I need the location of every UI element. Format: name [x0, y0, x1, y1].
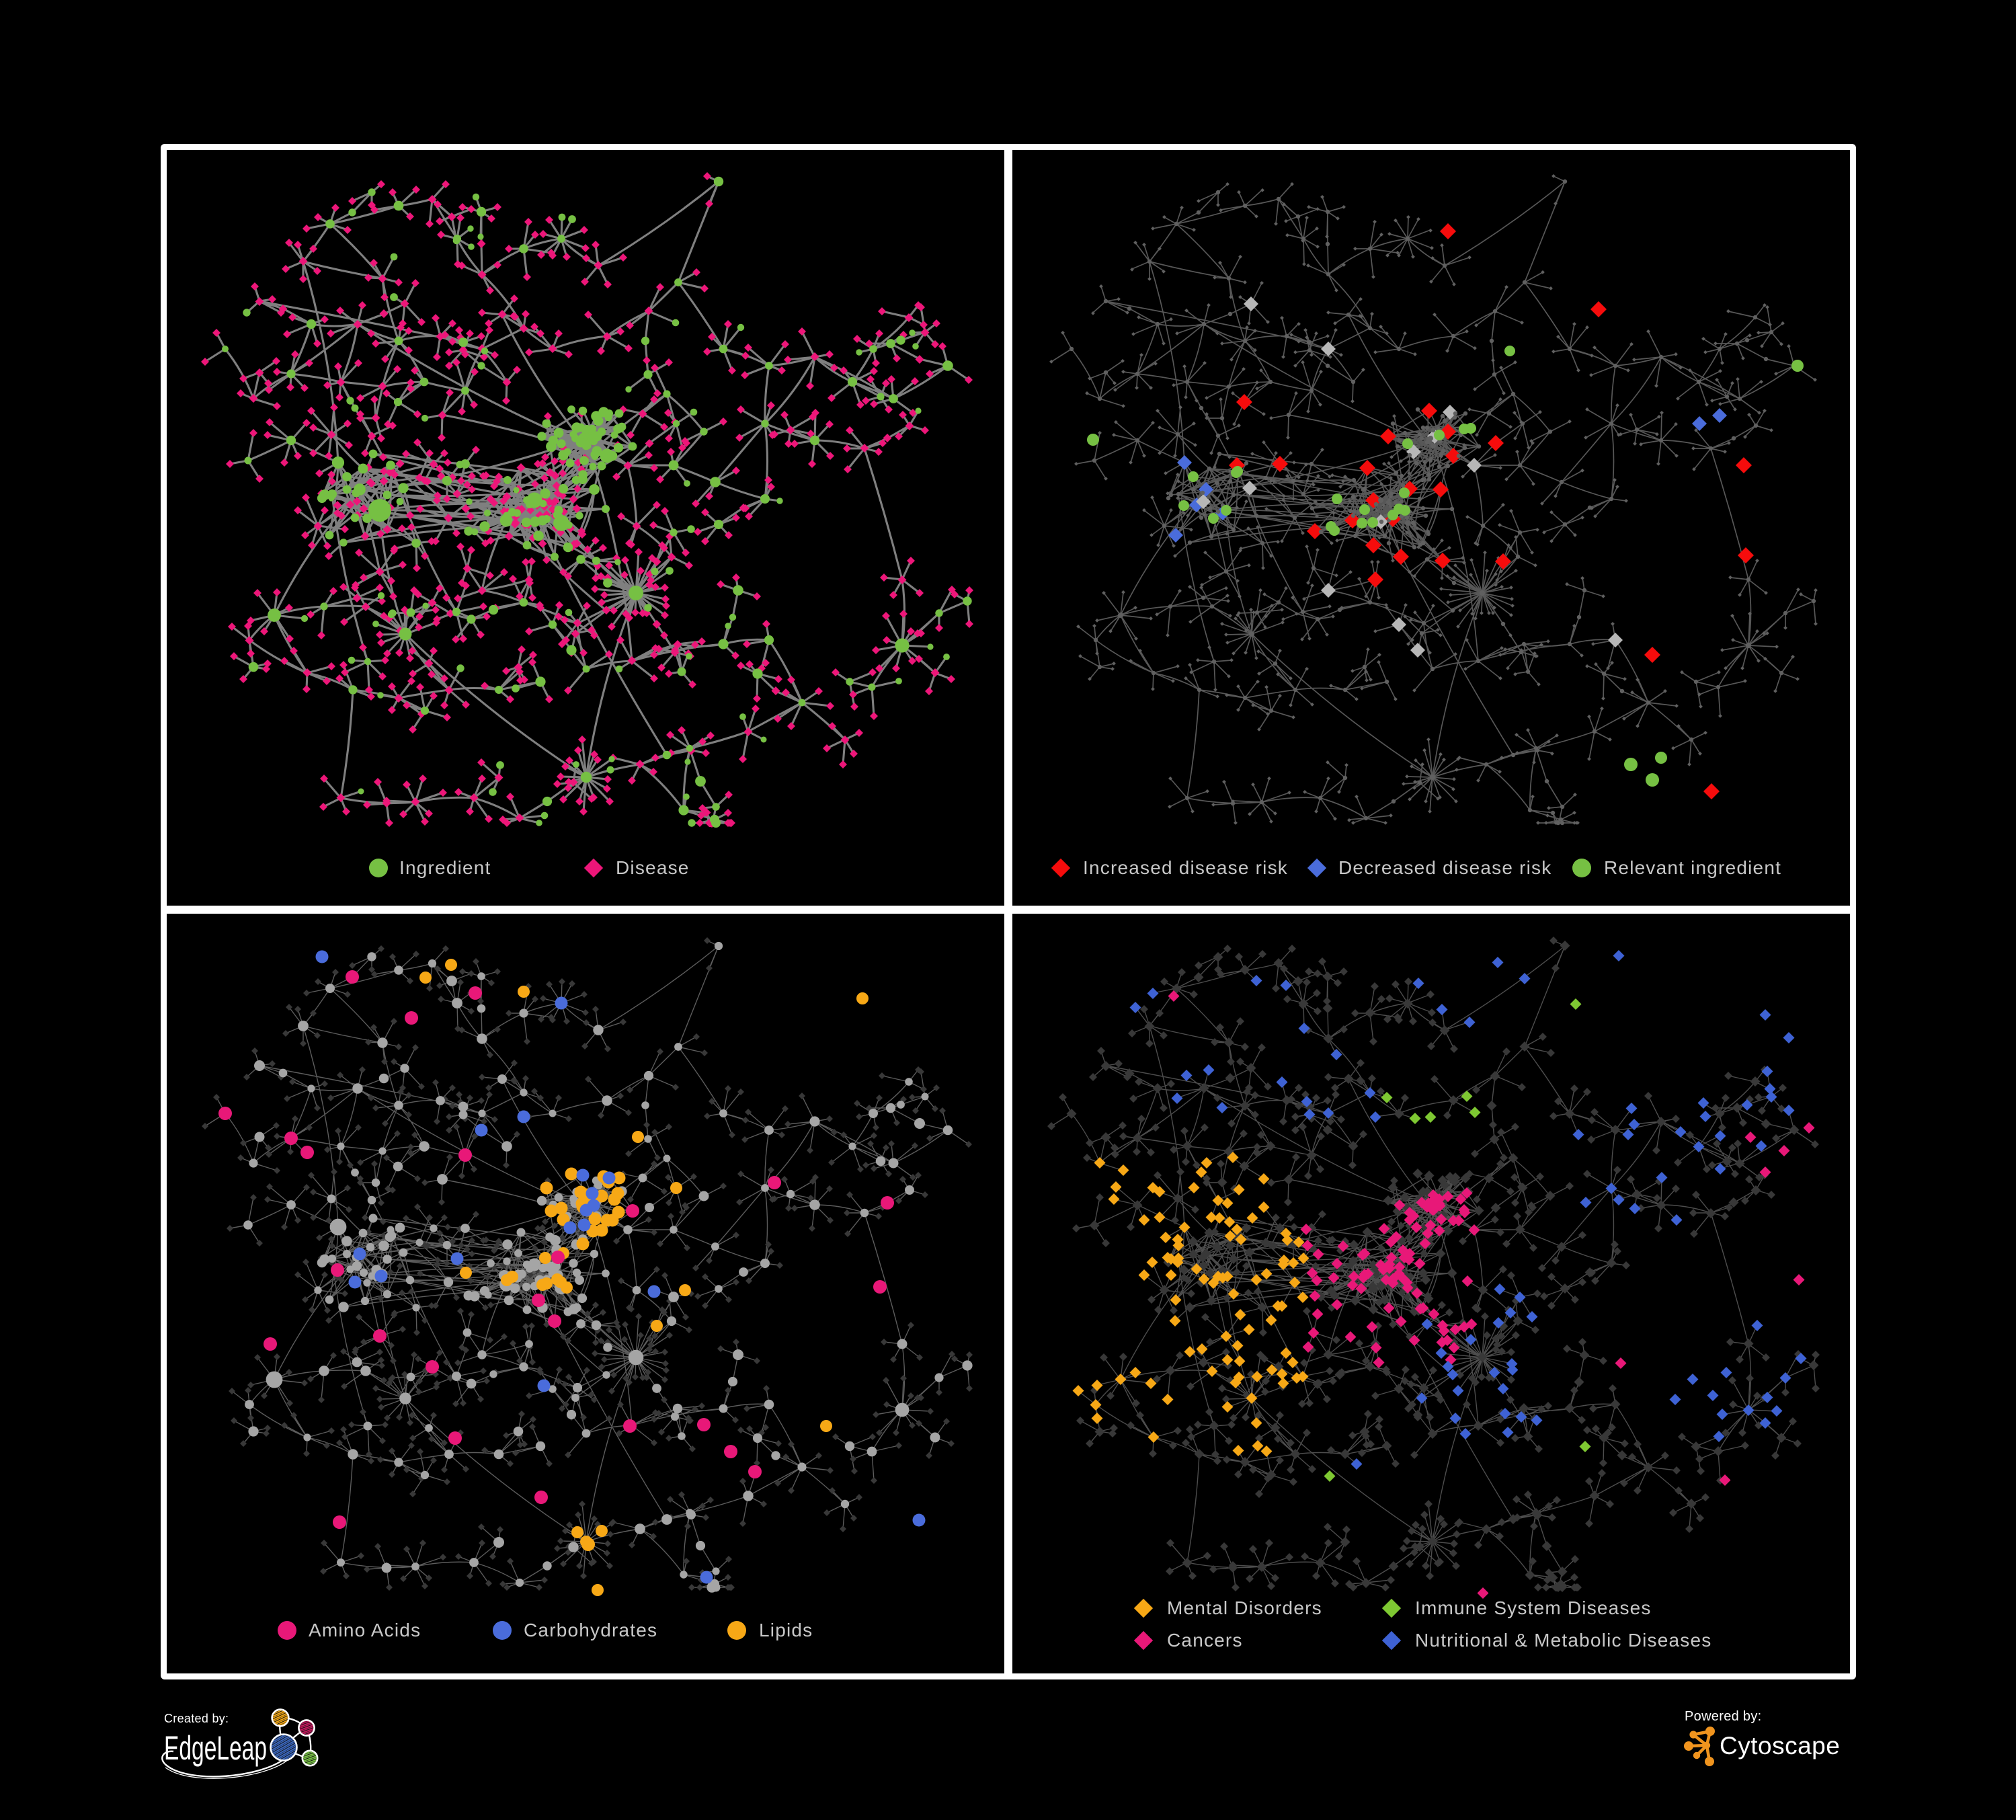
svg-text:Cytoscape: Cytoscape: [1720, 1732, 1840, 1759]
svg-text:EdgeLeap: EdgeLeap: [164, 1729, 267, 1767]
